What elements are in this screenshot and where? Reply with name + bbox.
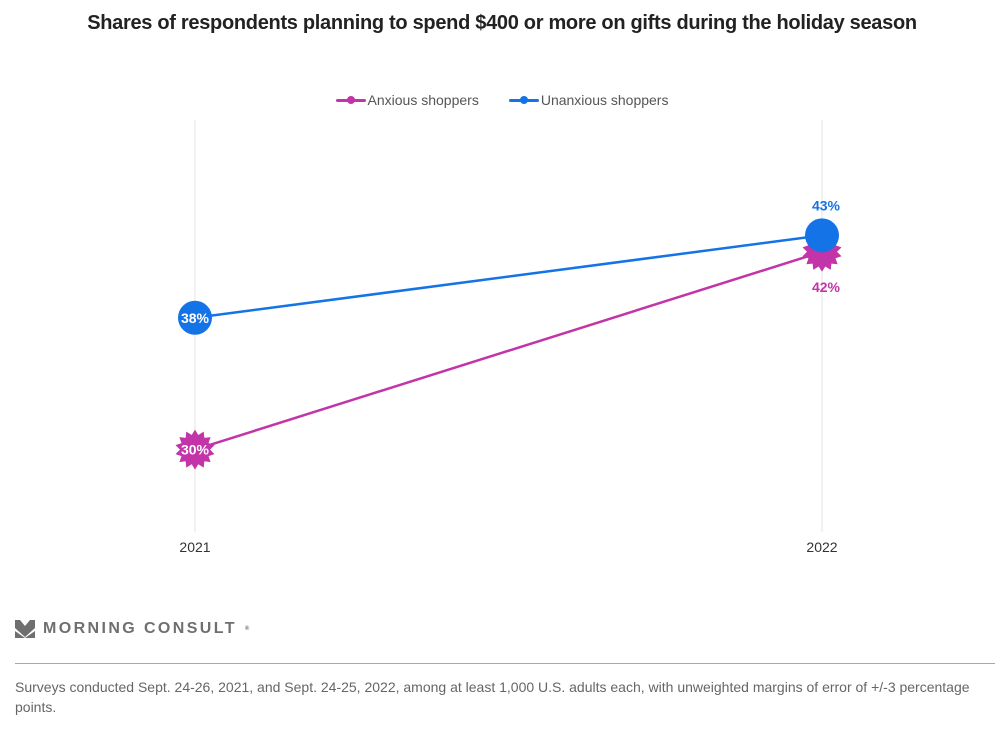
data-label-unanxious-2021: 38% xyxy=(181,310,210,326)
legend-label-unanxious: Unanxious shoppers xyxy=(540,92,669,108)
legend: Anxious shoppers Unanxious shoppers xyxy=(0,92,1004,108)
legend-item-anxious[interactable]: Anxious shoppers xyxy=(335,92,479,108)
data-label-anxious-2022: 42% xyxy=(812,279,841,295)
legend-swatch-anxious xyxy=(335,95,366,105)
legend-swatch-unanxious xyxy=(508,95,539,105)
legend-label-anxious: Anxious shoppers xyxy=(367,92,479,108)
x-tick-label-2022: 2022 xyxy=(806,539,837,555)
marker-unanxious-2022 xyxy=(805,218,839,253)
marker-anxious-2021 xyxy=(175,429,215,470)
footer-divider xyxy=(15,663,995,664)
morning-consult-logo-icon xyxy=(15,620,35,638)
source-note: Surveys conducted Sept. 24-26, 2021, and… xyxy=(15,679,970,715)
series-line-anxious xyxy=(194,250,823,451)
chart-title: Shares of respondents planning to spend … xyxy=(87,12,917,34)
series-line-unanxious xyxy=(194,234,823,319)
brand-registered-mark: ® xyxy=(244,626,250,632)
data-label-anxious-2021: 30% xyxy=(181,442,210,458)
data-label-unanxious-2022: 43% xyxy=(812,197,841,213)
brand-name: MORNING CONSULT xyxy=(43,620,237,637)
line-chart: 2021 2022 30% 42% 38% 43% xyxy=(175,120,842,555)
brand-logo: MORNING CONSULT ® xyxy=(15,620,249,638)
marker-unanxious-2021 xyxy=(178,300,212,335)
legend-item-unanxious[interactable]: Unanxious shoppers xyxy=(508,92,669,108)
x-tick-label-2021: 2021 xyxy=(179,539,210,555)
